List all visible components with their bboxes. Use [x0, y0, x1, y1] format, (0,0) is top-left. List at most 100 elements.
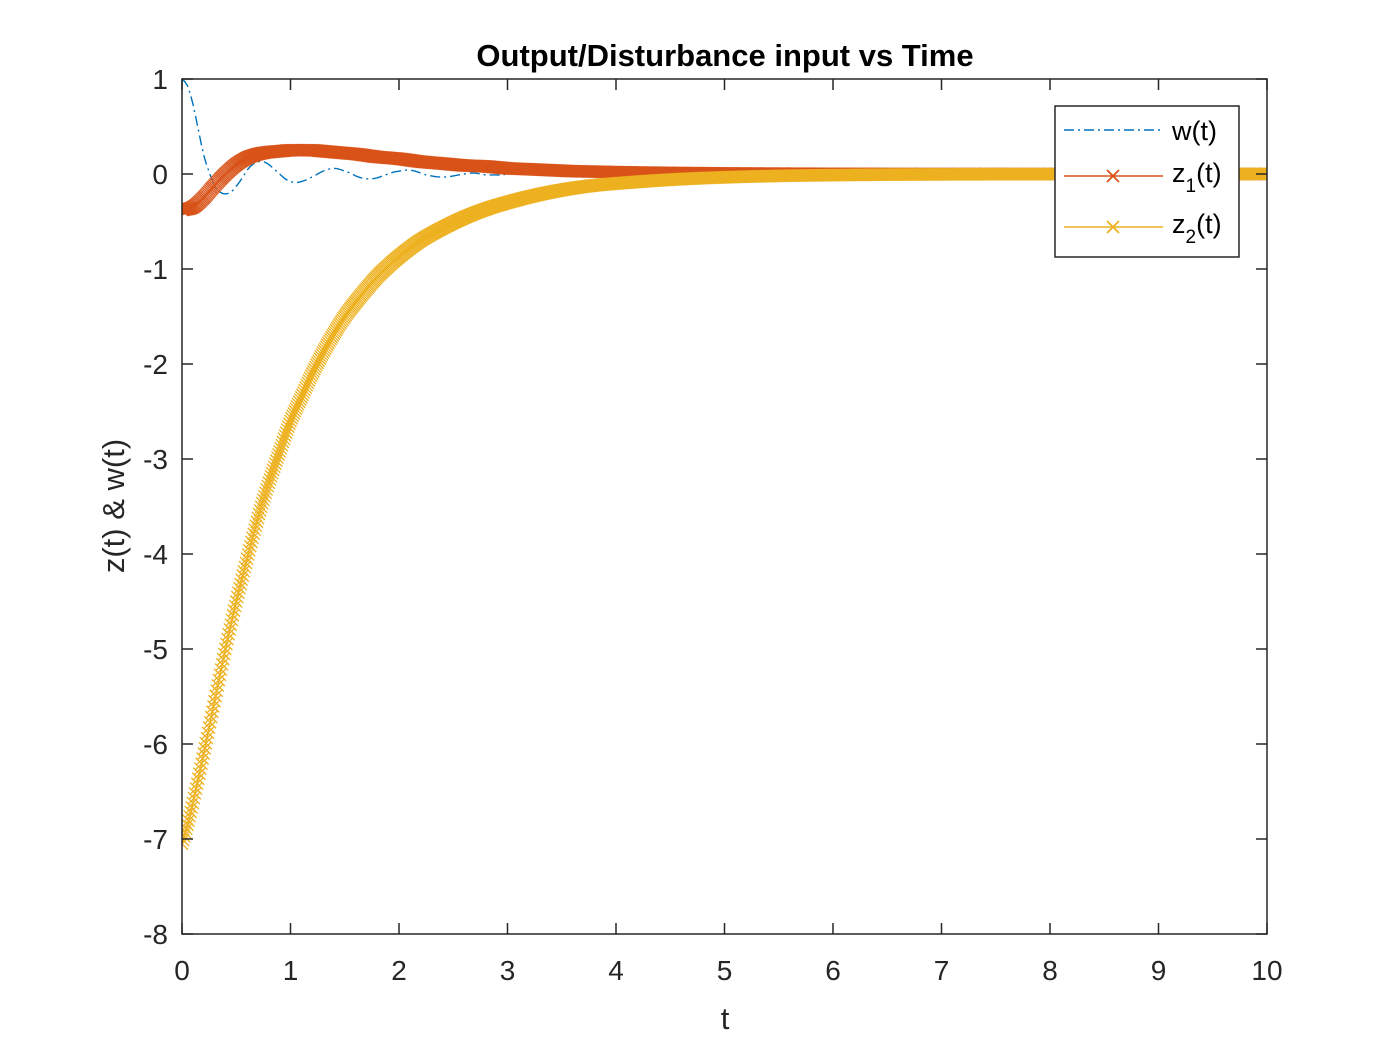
data-point-marker	[233, 581, 246, 595]
data-point-marker	[235, 573, 249, 587]
legend-label-z1-base: z	[1172, 158, 1186, 188]
legend-label-z1: z1(t)	[1172, 158, 1222, 197]
data-point-marker	[297, 385, 310, 399]
x-tick-label: 9	[1151, 955, 1167, 986]
data-point-marker	[242, 543, 256, 557]
data-point-marker	[302, 373, 316, 387]
data-point-marker	[196, 752, 210, 766]
data-point-marker	[314, 350, 328, 364]
data-point-marker	[237, 564, 251, 578]
x-tick-label: 1	[283, 955, 299, 986]
data-point-marker	[301, 376, 315, 390]
data-point-marker	[191, 772, 205, 786]
data-point-marker	[304, 369, 318, 383]
data-point-marker	[303, 371, 317, 385]
y-tick-label: -7	[143, 824, 168, 855]
legend-box	[1054, 105, 1240, 258]
legend-label-w: w(t)	[1171, 116, 1217, 146]
data-point-marker	[200, 731, 214, 745]
legend-entry-z1: z1(t)	[1064, 158, 1222, 197]
data-point-marker	[249, 519, 263, 533]
data-point-marker	[307, 362, 321, 376]
data-point-marker	[229, 595, 243, 608]
data-point-marker	[197, 747, 211, 760]
data-point-marker	[231, 586, 245, 600]
legend-label-z2-tail: (t)	[1196, 209, 1221, 239]
data-point-marker	[248, 523, 262, 537]
data-point-marker	[207, 700, 220, 713]
chart-title: Output/Disturbance input vs Time	[476, 38, 973, 73]
data-point-marker	[203, 715, 217, 729]
y-tick-label: -1	[143, 254, 168, 285]
data-point-marker	[189, 782, 203, 796]
data-point-marker	[184, 805, 198, 819]
x-tick-label: 10	[1251, 955, 1282, 986]
x-tick-label: 2	[391, 955, 407, 986]
data-point-marker	[258, 489, 271, 503]
data-point-marker	[310, 358, 323, 372]
data-point-marker	[255, 496, 269, 510]
x-tick-label: 5	[717, 955, 733, 986]
x-tick-label: 7	[934, 955, 950, 986]
data-point-marker	[298, 383, 312, 397]
data-point-marker	[201, 726, 215, 740]
data-point-marker	[227, 604, 241, 618]
data-point-marker	[247, 527, 261, 541]
legend-entry-z2: z2(t)	[1064, 209, 1222, 248]
data-point-marker	[306, 364, 320, 378]
data-point-marker	[192, 767, 206, 781]
data-point-marker	[240, 552, 254, 566]
data-point-marker	[239, 556, 253, 570]
x-tick-label: 0	[174, 955, 190, 986]
legend-label-z2-sub: 2	[1186, 227, 1197, 248]
data-point-marker	[312, 354, 326, 368]
legend-label-w-base: w(t)	[1171, 116, 1217, 146]
x-tick-label: 3	[500, 955, 516, 986]
data-point-marker	[287, 406, 301, 420]
data-point-marker	[292, 395, 306, 409]
data-point-marker	[217, 647, 231, 661]
data-point-marker	[214, 663, 228, 677]
x-tick-label: 8	[1042, 955, 1058, 986]
data-point-marker	[216, 652, 230, 666]
data-point-marker	[243, 539, 257, 553]
data-point-marker	[252, 507, 266, 521]
data-point-marker	[211, 678, 225, 692]
data-point-marker	[182, 833, 190, 847]
data-point-marker	[290, 399, 304, 413]
y-tick-label: -4	[143, 539, 168, 570]
x-axis-label: t	[721, 1001, 730, 1036]
y-tick-label: 0	[152, 159, 168, 190]
data-point-marker	[215, 657, 229, 671]
data-point-marker	[234, 577, 248, 591]
legend-entry-w: w(t)	[1064, 116, 1217, 146]
data-point-marker	[209, 689, 223, 703]
data-point-marker	[295, 388, 309, 402]
data-point-marker	[299, 381, 313, 395]
data-point-marker	[213, 668, 227, 682]
data-point-marker	[212, 673, 226, 687]
data-point-marker	[182, 826, 192, 840]
data-point-marker	[291, 397, 305, 411]
legend-label-z2-base: z	[1172, 209, 1186, 239]
data-point-marker	[288, 404, 302, 418]
y-tick-label: -2	[143, 349, 168, 380]
data-point-marker	[294, 390, 308, 404]
data-point-marker	[244, 535, 258, 549]
legend: w(t) z1(t) z2(t)	[1054, 105, 1240, 258]
legend-marker-z2	[1106, 220, 1120, 234]
data-point-marker	[193, 762, 207, 776]
data-point-marker	[230, 590, 244, 604]
data-point-marker	[208, 694, 222, 708]
x-tick-label: 6	[825, 955, 841, 986]
data-point-marker	[228, 599, 242, 613]
data-point-marker	[236, 569, 250, 582]
data-point-marker	[202, 721, 216, 735]
data-point-marker	[182, 814, 195, 828]
legend-label-z2: z2(t)	[1172, 209, 1222, 248]
data-point-marker	[198, 741, 212, 755]
data-point-marker	[254, 500, 268, 514]
data-point-marker	[246, 531, 259, 545]
data-point-marker	[305, 367, 319, 380]
